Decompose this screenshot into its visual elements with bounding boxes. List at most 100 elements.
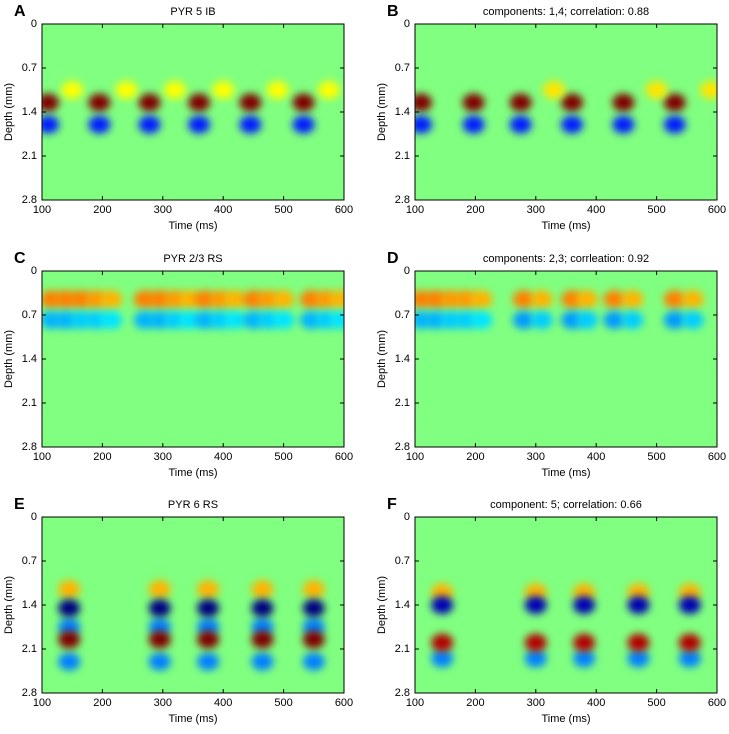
y-tick-label: 2.8 (22, 687, 37, 699)
heatmap-blob (663, 290, 686, 309)
heatmap-blob (302, 580, 325, 599)
heatmap-blob (431, 649, 454, 668)
heatmap-blob (440, 290, 463, 309)
x-tick-label: 500 (274, 697, 292, 709)
heatmap-blob (314, 311, 337, 330)
x-tick-label: 100 (33, 697, 51, 709)
heatmap-blob (272, 311, 295, 330)
y-tick-label: 1.4 (395, 599, 410, 611)
heatmap-blob (627, 596, 650, 614)
heatmap-blob (133, 290, 156, 309)
heatmap-blob (621, 311, 644, 330)
x-tick-label: 600 (708, 204, 726, 216)
heatmap-blob (299, 311, 322, 330)
y-tick-label: 0 (404, 511, 410, 523)
y-axis-label: Depth (mm) (376, 576, 388, 634)
x-tick-label: 200 (93, 204, 111, 216)
x-tick-label: 200 (466, 451, 484, 463)
heatmap-blob (197, 599, 220, 618)
y-tick-label: 0.7 (22, 309, 37, 321)
heatmap-blob (115, 81, 138, 99)
x-tick-label: 100 (406, 451, 424, 463)
heatmap-blob (251, 630, 274, 649)
heatmap-background (42, 24, 344, 200)
heatmap-blob (302, 630, 325, 649)
heatmap-blob (292, 115, 315, 134)
x-axis-label: Time (ms) (541, 220, 590, 232)
heatmap-blob (329, 311, 344, 330)
y-tick-label: 2.1 (22, 643, 37, 655)
heatmap-blob (431, 596, 454, 614)
heatmap-blob (415, 115, 433, 134)
panel-title: PYR 6 RS (168, 499, 218, 511)
heatmap-blob (88, 115, 111, 134)
panel-title: components: 2,3; corrleation: 0.92 (483, 253, 649, 265)
heatmap-blob (188, 93, 211, 112)
y-tick-label: 2.8 (22, 194, 37, 206)
y-tick-label: 1.4 (22, 106, 37, 118)
heatmap-blob (512, 311, 535, 330)
y-tick-label: 2.1 (395, 150, 410, 162)
heatmap (415, 271, 717, 447)
heatmap-background (42, 517, 344, 693)
heatmap-blob (58, 618, 81, 636)
heatmap-blob (573, 583, 596, 602)
y-axis-label: Depth (mm) (3, 576, 15, 634)
heatmap-blob (524, 633, 547, 652)
x-tick-label: 500 (274, 451, 292, 463)
y-tick-label: 2.1 (395, 397, 410, 409)
heatmap (42, 24, 344, 200)
heatmap-blob (627, 583, 650, 602)
heatmap-blob (431, 583, 454, 602)
heatmap-blob (681, 290, 704, 309)
x-tick-label: 200 (466, 204, 484, 216)
heatmap-blob (194, 290, 217, 309)
heatmap-blob (148, 290, 171, 309)
x-tick-label: 200 (93, 697, 111, 709)
x-tick-label: 200 (466, 697, 484, 709)
heatmap-blob (299, 290, 322, 309)
y-tick-label: 1.4 (22, 599, 37, 611)
heatmap-blob (576, 311, 599, 330)
heatmap-blob (470, 290, 493, 309)
x-axis-label: Time (ms) (541, 467, 590, 479)
x-tick-label: 600 (335, 451, 353, 463)
x-axis-label: Time (ms) (168, 220, 217, 232)
heatmap-blob (573, 596, 596, 614)
heatmap-blob (257, 290, 280, 309)
heatmap-blob (678, 633, 701, 652)
heatmap-blob (561, 115, 584, 134)
heatmap-blob (88, 93, 111, 112)
heatmap-blob (524, 596, 547, 614)
heatmap-blob (251, 599, 274, 618)
heatmap-blob (163, 81, 186, 99)
heatmap-blob (197, 618, 220, 636)
heatmap-blob (561, 290, 584, 309)
x-tick-label: 300 (154, 451, 172, 463)
heatmap-blob (462, 115, 485, 134)
heatmap-blob (663, 311, 686, 330)
heatmap-blob (530, 290, 553, 309)
heatmap-blob (524, 583, 547, 602)
heatmap-blob (148, 580, 171, 599)
panel-letter: F (387, 496, 397, 513)
y-tick-label: 2.8 (395, 687, 410, 699)
heatmap-blob (61, 81, 84, 99)
panel-letter: C (14, 250, 26, 267)
heatmap (415, 517, 717, 693)
heatmap-blob (561, 93, 584, 112)
y-tick-label: 2.8 (22, 441, 37, 453)
heatmap-blob (425, 290, 448, 309)
x-tick-label: 300 (527, 204, 545, 216)
y-tick-label: 0.7 (395, 62, 410, 74)
heatmap-blob (542, 81, 565, 99)
y-tick-label: 1.4 (22, 353, 37, 365)
x-tick-label: 300 (527, 697, 545, 709)
heatmap-blob (242, 311, 265, 330)
heatmap-blob (576, 290, 599, 309)
heatmap-blob (302, 599, 325, 618)
x-tick-label: 400 (214, 697, 232, 709)
heatmap-blob (292, 93, 315, 112)
x-tick-label: 100 (33, 204, 51, 216)
